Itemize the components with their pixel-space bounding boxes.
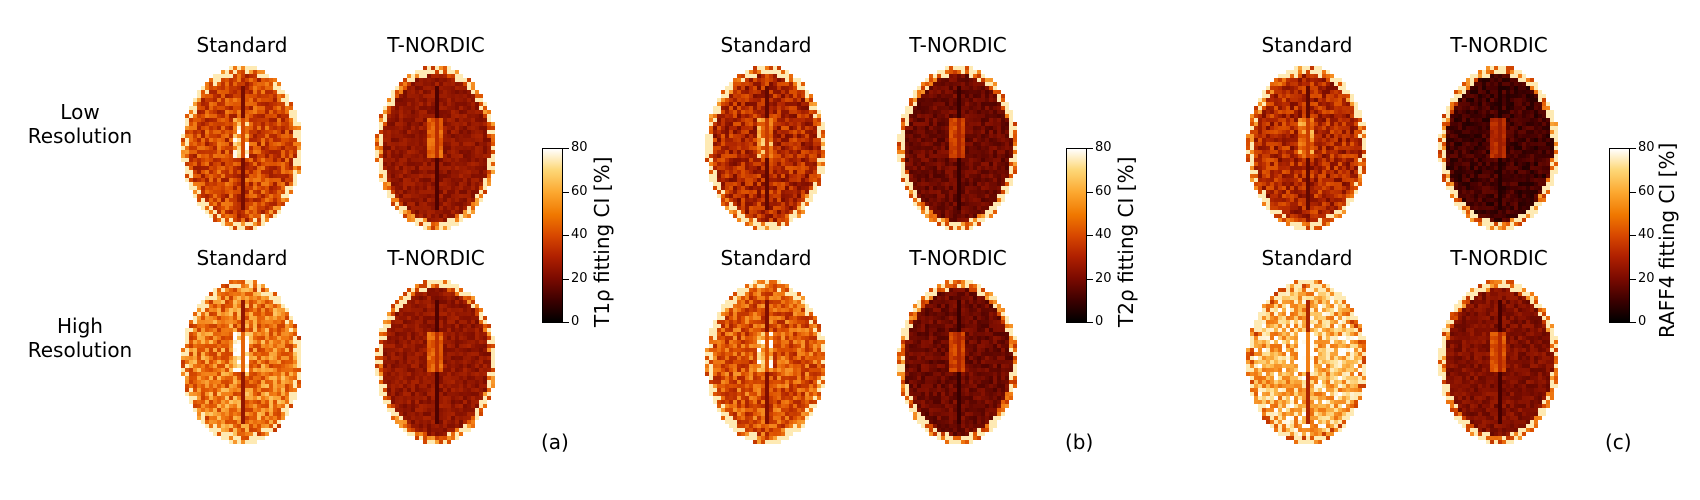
brain-map-a-low-standard [181, 66, 301, 230]
header-c-low-standard: Standard [1261, 33, 1353, 57]
header-b-low-standard: Standard [720, 33, 812, 57]
brain-map-b-high-tnordic [897, 280, 1017, 444]
colorbar-a-tick-0: 0 [571, 314, 580, 329]
colorbar-a-tick-40: 40 [571, 227, 588, 242]
row-label-low: Low Resolution [27, 100, 133, 148]
panel-b-label: (b) [1065, 430, 1094, 454]
brain-map-c-low-tnordic [1438, 66, 1558, 230]
panel-a-label: (a) [541, 430, 569, 454]
colorbar-c-tick-20: 20 [1638, 271, 1655, 286]
colorbar-c-label: RAFF4 fitting CI [%] [1655, 142, 1679, 338]
header-b-high-tnordic: T-NORDIC [909, 246, 1007, 270]
colorbar-b-tick-80: 80 [1095, 140, 1112, 155]
header-c-high-tnordic: T-NORDIC [1450, 246, 1548, 270]
brain-map-b-low-tnordic [897, 66, 1017, 230]
header-a-high-tnordic: T-NORDIC [387, 246, 485, 270]
row-label-high: High Resolution [27, 314, 133, 362]
brain-map-a-low-tnordic [375, 66, 495, 230]
colorbar-c-tick-40: 40 [1638, 227, 1655, 242]
header-c-low-tnordic: T-NORDIC [1450, 33, 1548, 57]
header-c-high-standard: Standard [1261, 246, 1353, 270]
panel-c-label: (c) [1605, 430, 1632, 454]
colorbar-c-tick-0: 0 [1638, 314, 1647, 329]
header-a-high-standard: Standard [196, 246, 288, 270]
header-b-low-tnordic: T-NORDIC [909, 33, 1007, 57]
header-b-high-standard: Standard [720, 246, 812, 270]
colorbar-c [1609, 148, 1630, 323]
colorbar-a-tick-80: 80 [571, 140, 588, 155]
colorbar-c-tick-80: 80 [1638, 140, 1655, 155]
colorbar-b-tick-60: 60 [1095, 184, 1112, 199]
brain-map-b-high-standard [705, 280, 825, 444]
brain-map-c-high-tnordic [1438, 280, 1558, 444]
colorbar-b-tick-40: 40 [1095, 227, 1112, 242]
colorbar-b-tick-20: 20 [1095, 271, 1112, 286]
colorbar-b-label: T2ρ fitting CI [%] [1114, 156, 1138, 327]
colorbar-b [1066, 148, 1087, 323]
brain-map-c-low-standard [1246, 66, 1366, 230]
header-a-low-tnordic: T-NORDIC [387, 33, 485, 57]
brain-map-a-high-tnordic [375, 280, 495, 444]
brain-map-c-high-standard [1246, 280, 1366, 444]
colorbar-c-tick-60: 60 [1638, 184, 1655, 199]
colorbar-a-tick-20: 20 [571, 271, 588, 286]
colorbar-a-label: T1ρ fitting CI [%] [590, 156, 614, 327]
colorbar-a [542, 148, 563, 323]
colorbar-b-tick-0: 0 [1095, 314, 1104, 329]
header-a-low-standard: Standard [196, 33, 288, 57]
colorbar-a-tick-60: 60 [571, 184, 588, 199]
brain-map-a-high-standard [181, 280, 301, 444]
brain-map-b-low-standard [705, 66, 825, 230]
